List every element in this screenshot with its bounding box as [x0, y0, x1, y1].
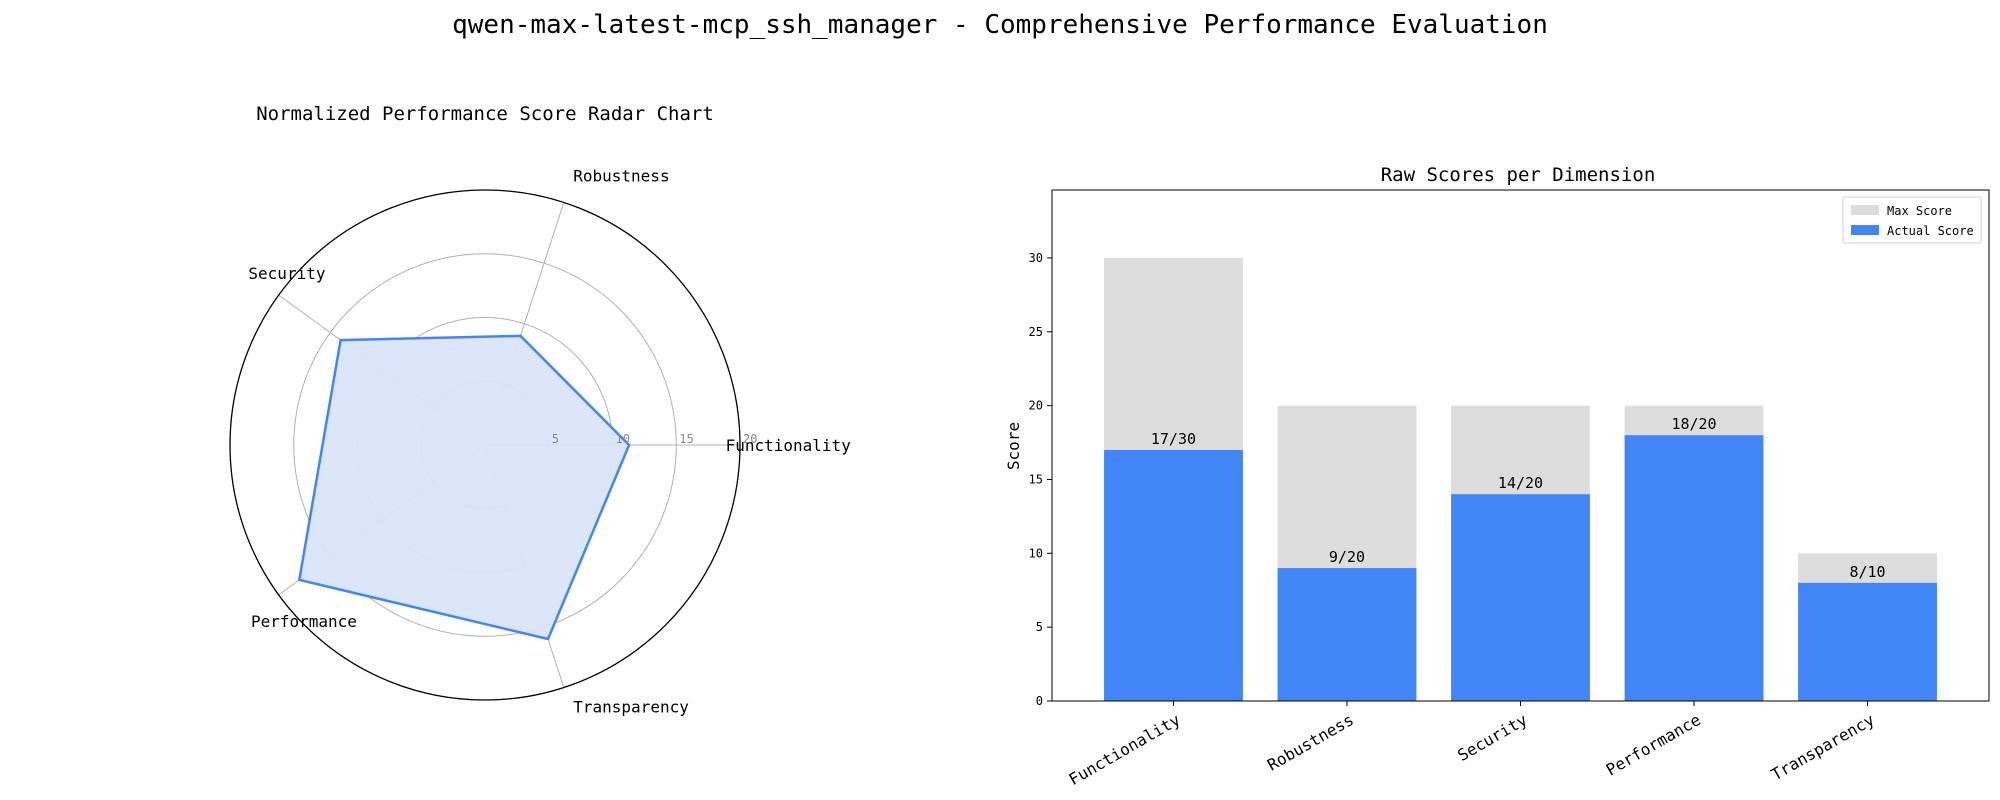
actual-score-bar: [1451, 494, 1590, 701]
radar-ring-label: 5: [552, 432, 559, 446]
radar-series-polygon: [298, 334, 631, 641]
legend-label: Actual Score: [1887, 224, 1974, 238]
x-tick-label: Functionality: [1066, 710, 1184, 789]
y-tick-label: 5: [1036, 620, 1043, 634]
radar-ring-label: 10: [616, 432, 630, 446]
legend: Max Score Actual Score: [1842, 196, 1982, 244]
radar-chart: Normalized Performance Score Radar Chart…: [229, 103, 851, 717]
radar-axis-labels: Functionality Robustness Security Performan…: [248, 166, 851, 716]
bar-value-label: 17/30: [1151, 430, 1196, 448]
y-axis: 0 5 10 15 20 25 30: [1029, 251, 1052, 708]
radar-axis-label: Transparency: [573, 698, 689, 717]
y-tick-label: 15: [1029, 472, 1043, 486]
bar-value-label: 18/20: [1671, 415, 1716, 433]
x-tick-label: Robustness: [1264, 710, 1357, 775]
actual-score-bar: [1624, 435, 1764, 701]
radar-ring: [293, 253, 677, 637]
y-tick-label: 10: [1029, 546, 1043, 560]
radar-axis-label: Robustness: [573, 166, 669, 185]
bar-chart-title: Raw Scores per Dimension: [1381, 164, 1656, 186]
x-tick-label: Security: [1454, 710, 1531, 765]
bar-value-label: 9/20: [1329, 548, 1365, 566]
radar-axis-label: Security: [248, 264, 325, 283]
y-tick-label: 0: [1036, 694, 1043, 708]
actual-score-bar: [1277, 568, 1417, 701]
x-axis: Functionality Robustness Security Performan…: [1066, 701, 1878, 789]
actual-score-bar: [1104, 449, 1243, 701]
radar-axis-label: Performance: [251, 612, 357, 631]
radar-chart-title: Normalized Performance Score Radar Chart: [256, 103, 714, 125]
y-tick-label: 20: [1029, 399, 1043, 413]
legend-swatch: [1851, 205, 1879, 215]
actual-score-bar: [1798, 582, 1937, 701]
y-tick-label: 25: [1029, 325, 1043, 339]
radar-outer-ring: [229, 189, 741, 701]
legend-swatch: [1851, 225, 1879, 235]
radar-ring-label: 20: [743, 432, 757, 446]
bar-value-label: 8/10: [1849, 563, 1885, 581]
bar-series: 17/30 9/20 14/20 18/20 8/10: [1104, 257, 1937, 701]
y-axis-label: Score: [1004, 422, 1023, 470]
x-tick-label: Transparency: [1768, 710, 1878, 784]
bar-value-label: 14/20: [1498, 474, 1543, 492]
x-tick-label: Performance: [1603, 710, 1704, 779]
radar-ring-labels: 5 10 15 20: [552, 432, 758, 446]
radar-ring-label: 15: [679, 432, 693, 446]
radar-axis-label: Functionality: [726, 436, 852, 455]
plot-frame: [1051, 189, 1990, 702]
legend-label: Max Score: [1887, 204, 1952, 218]
bar-chart: Raw Scores per Dimension 17/309/2014/201…: [1004, 164, 1990, 789]
radar-series: [298, 334, 631, 641]
figure-title: qwen-max-latest-mcp_ssh_manager - Compre…: [452, 10, 1548, 40]
y-tick-label: 30: [1029, 251, 1043, 265]
